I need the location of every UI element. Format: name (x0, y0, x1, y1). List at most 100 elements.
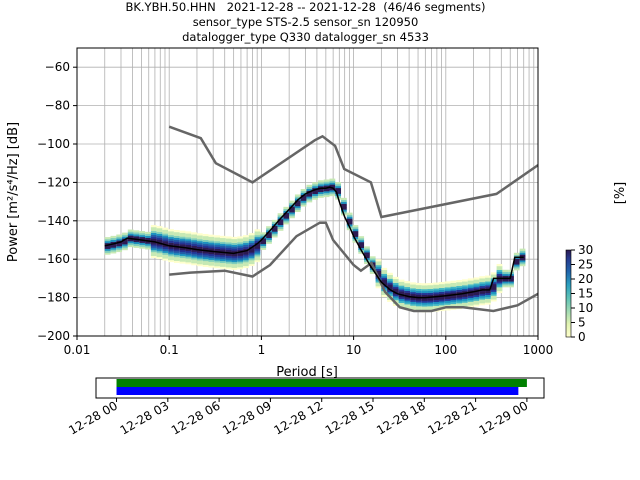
histogram-cell (381, 281, 388, 284)
histogram-cell (467, 303, 474, 306)
histogram-cell (185, 248, 192, 251)
histogram-cell (398, 281, 405, 284)
histogram-cell (150, 251, 157, 255)
low-noise-model-line (169, 221, 538, 313)
histogram-cell (346, 227, 353, 231)
histogram-cell (254, 240, 261, 243)
histogram-cell (254, 235, 261, 238)
histogram-cell (450, 303, 457, 306)
histogram-cell (133, 245, 140, 248)
histogram-cell (352, 227, 359, 230)
histogram-cell (485, 275, 491, 278)
histogram-cell (220, 239, 226, 242)
histogram-cell (496, 267, 503, 271)
histogram-cell (427, 294, 434, 297)
histogram-cell (220, 260, 226, 264)
histogram-cell (433, 282, 439, 285)
histogram-cell (156, 245, 163, 248)
histogram-cell (456, 283, 463, 287)
histogram-cell (231, 250, 238, 253)
histogram-cell (323, 179, 330, 182)
histogram-cell (381, 269, 388, 272)
histogram-cell (364, 250, 370, 253)
histogram-cell (502, 285, 509, 288)
histogram-cell (127, 233, 134, 236)
x-axis-label: Period [s] (276, 365, 338, 380)
histogram-cell (243, 237, 249, 240)
title-line-station: BK.YBH.50.HHN 2021-12-28 -- 2021-12-28 (… (125, 0, 486, 14)
histogram-cell (387, 276, 393, 279)
histogram-cell (398, 300, 405, 303)
x-tick-label: 0.1 (160, 343, 179, 357)
histogram-cell (375, 280, 382, 283)
histogram-cell (127, 244, 134, 248)
histogram-cell (462, 287, 468, 290)
histogram-cell (392, 282, 399, 285)
histogram-cell (427, 300, 434, 303)
histogram-cell (398, 294, 405, 298)
histogram-cell (277, 218, 284, 222)
histogram-cell (179, 236, 186, 239)
histogram-cell (323, 194, 330, 198)
histogram-cell (116, 234, 123, 237)
histogram-cell (392, 294, 399, 297)
histogram-cell (237, 238, 244, 241)
histogram-cell (294, 205, 301, 209)
histogram-cell (519, 250, 526, 253)
histogram-cell (208, 240, 215, 243)
histogram-cell (266, 233, 272, 237)
histogram-cell (185, 254, 192, 257)
histogram-cell (456, 281, 463, 285)
histogram-cell (150, 236, 157, 239)
histogram-cell (300, 198, 307, 201)
histogram-cell (392, 276, 399, 280)
histogram-cell (410, 291, 416, 295)
histogram-cell (243, 260, 249, 263)
histogram-cell (473, 296, 480, 299)
histogram-cell (231, 256, 238, 259)
histogram-cell (289, 206, 295, 209)
histogram-cell (341, 197, 347, 201)
histogram-cell (179, 253, 186, 256)
histogram-cell (312, 195, 318, 198)
histogram-cell (191, 243, 197, 247)
histogram-cell (462, 300, 468, 303)
histogram-cell (266, 237, 272, 240)
histogram-cell (294, 196, 301, 199)
histogram-cell (179, 244, 186, 247)
histogram-cell (104, 246, 111, 249)
histogram-cell (104, 239, 111, 242)
timeline-tick-label: 12-28 15 (323, 398, 377, 437)
histogram-cell (173, 253, 180, 256)
histogram-cell (225, 253, 232, 256)
histogram-cell (104, 237, 111, 240)
histogram-cell (364, 252, 370, 255)
histogram-cell (404, 300, 411, 303)
y-axis-label: Power [m²/s⁴/Hz] [dB] (6, 122, 21, 262)
histogram-cell (479, 287, 486, 290)
histogram-cell (168, 254, 174, 257)
histogram-cell (196, 242, 203, 246)
histogram-cell (410, 299, 416, 302)
histogram-cell (438, 287, 445, 290)
histogram-cell (410, 286, 416, 289)
histogram-cell (110, 239, 117, 242)
title-line-datalogger: datalogger_type Q330 datalogger_sn 4533 (182, 30, 429, 44)
histogram-cell (173, 256, 180, 260)
histogram-cell (381, 292, 388, 296)
histogram-cell (462, 296, 468, 299)
histogram-cell (133, 236, 140, 239)
histogram-cell (179, 261, 186, 264)
histogram-cell (479, 297, 486, 300)
histogram-cell (335, 189, 342, 192)
histogram-cell (375, 286, 382, 289)
histogram-cell (248, 258, 255, 261)
histogram-cell (317, 180, 324, 183)
histogram-cell (387, 297, 393, 300)
histogram-cell (133, 234, 140, 237)
histogram-cell (392, 298, 399, 301)
histogram-cell (404, 292, 411, 295)
histogram-cell (410, 303, 416, 306)
histogram-cell (150, 244, 157, 247)
